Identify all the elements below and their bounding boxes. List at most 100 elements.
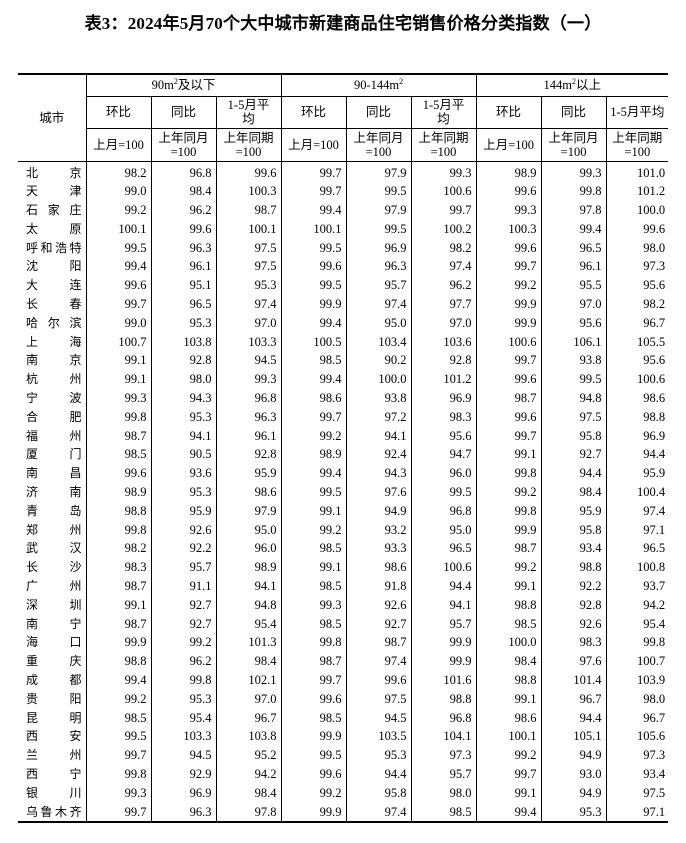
index-value: 98.5: [410, 802, 477, 823]
index-value: 98.6: [280, 389, 347, 408]
index-value: 99.5: [540, 370, 607, 390]
index-value: 99.2: [85, 689, 151, 709]
index-value: 99.5: [345, 219, 412, 239]
city-name: 青岛: [26, 503, 82, 518]
index-value: 96.1: [540, 257, 607, 277]
index-value: 99.6: [85, 276, 151, 296]
index-value: 99.9: [280, 802, 347, 823]
index-value: 93.3: [345, 539, 412, 559]
index-value: 100.6: [410, 558, 477, 578]
index-value: 99.2: [280, 783, 347, 803]
index-value: 95.6: [605, 276, 669, 296]
city-name: 杭州: [26, 372, 82, 387]
index-value: 94.1: [345, 426, 412, 446]
index-value: 101.2: [410, 370, 477, 390]
index-value: 95.8: [345, 783, 412, 803]
index-value: 92.7: [345, 614, 412, 634]
table-row: 长春 99.7 96.5 97.4 99.9 97.4 97.7 99.9 97.0 98.2: [18, 295, 669, 314]
index-value: 94.4: [540, 708, 607, 728]
city-name: 天津: [26, 184, 82, 199]
subcolumn-header: 同比: [150, 95, 217, 129]
index-value: 97.0: [215, 689, 282, 709]
index-value: 97.4: [215, 295, 282, 314]
index-value: 98.5: [280, 577, 347, 596]
index-value: 93.6: [150, 464, 216, 484]
index-value: 92.4: [345, 445, 412, 465]
index-value: 98.2: [605, 295, 669, 314]
base-header: 上年同月=100: [150, 127, 217, 162]
subcolumn-header: 同比: [345, 95, 412, 129]
index-value: 96.2: [410, 276, 477, 296]
index-value: 94.5: [215, 351, 282, 371]
index-value: 92.2: [540, 577, 607, 596]
table-row: 长沙 98.3 95.7 98.9 99.1 98.6 100.6 99.2 98.8 100.8: [18, 558, 669, 578]
index-value: 105.6: [605, 727, 669, 747]
index-value: 99.7: [280, 671, 347, 690]
index-value: 98.8: [85, 501, 151, 521]
index-value: 99.9: [475, 295, 542, 314]
table-row: 乌鲁木齐 99.7 96.3 97.8 99.9 97.4 98.5 99.4 95.3 97.1: [18, 802, 669, 823]
index-value: 96.5: [605, 539, 669, 559]
city-name: 南京: [26, 353, 82, 368]
table-row: 太原 100.1 99.6 100.1 100.1 99.5 100.2 100.3 99.4 9…: [18, 219, 669, 239]
index-value: 98.5: [280, 351, 347, 371]
index-value: 100.7: [85, 332, 151, 352]
index-value: 93.7: [605, 577, 669, 596]
index-value: 94.9: [540, 783, 607, 803]
index-value: 96.3: [150, 802, 216, 823]
index-value: 96.8: [215, 389, 282, 408]
subcolumn-header: 环比: [280, 95, 347, 129]
index-value: 94.5: [150, 746, 216, 765]
table-row: 呼和浩特 99.5 96.3 97.5 99.5 96.9 98.2 99.6 96.5 98.0: [18, 238, 669, 258]
index-value: 99.6: [475, 370, 542, 390]
index-value: 96.2: [150, 201, 216, 220]
index-value: 97.5: [215, 257, 282, 277]
city-name: 西宁: [26, 767, 82, 781]
index-value: 94.8: [215, 595, 282, 615]
index-value: 98.3: [540, 633, 607, 653]
index-value: 105.5: [605, 332, 669, 352]
index-value: 99.7: [410, 201, 477, 220]
table-row: 石家庄 99.2 96.2 98.7 99.4 97.9 99.7 99.3 97.8 100.0: [18, 201, 669, 220]
index-value: 95.7: [410, 614, 477, 634]
index-value: 95.0: [410, 520, 477, 540]
index-value: 98.0: [605, 689, 669, 709]
index-value: 99.5: [410, 483, 477, 502]
city-name: 兰州: [26, 748, 82, 763]
index-value: 93.2: [345, 520, 412, 540]
base-header: 上年同月=100: [540, 127, 607, 162]
index-value: 99.1: [475, 445, 542, 465]
table-row: 郑州 99.8 92.6 95.0 99.2 93.2 95.0 99.9 95.8 97.1: [18, 520, 669, 540]
index-value: 96.9: [605, 426, 669, 446]
index-value: 99.1: [280, 501, 347, 521]
index-value: 95.9: [215, 464, 282, 484]
index-value: 99.3: [215, 370, 282, 390]
index-value: 99.6: [475, 182, 542, 202]
index-value: 99.8: [280, 633, 347, 653]
index-value: 94.1: [150, 426, 216, 446]
index-value: 99.7: [475, 257, 542, 277]
index-value: 99.1: [280, 558, 347, 578]
group-header-144-above: 144m2以上: [475, 74, 669, 97]
index-value: 96.0: [215, 539, 282, 559]
city-column-header: 城市: [18, 74, 87, 162]
index-value: 100.4: [605, 483, 669, 502]
index-value: 99.8: [540, 182, 607, 202]
city-name: 银川: [26, 785, 82, 800]
table-row: 杭州 99.1 98.0 99.3 99.4 100.0 101.2 99.6 99.5 100.…: [18, 370, 669, 390]
index-value: 98.7: [475, 389, 542, 408]
index-value: 97.2: [345, 407, 412, 427]
index-value: 92.8: [150, 351, 216, 371]
index-value: 98.7: [85, 614, 151, 634]
index-value: 96.3: [345, 257, 412, 277]
index-value: 98.7: [85, 577, 151, 596]
group-label: 90m: [151, 78, 174, 93]
index-value: 98.7: [85, 426, 151, 446]
index-value: 99.7: [475, 765, 542, 784]
subcolumn-header: 1-5月平均: [410, 95, 477, 129]
index-value: 95.3: [150, 407, 216, 427]
index-value: 95.3: [150, 313, 216, 333]
index-value: 95.8: [540, 520, 607, 540]
index-value: 99.7: [85, 746, 151, 765]
index-value: 99.1: [85, 370, 151, 390]
